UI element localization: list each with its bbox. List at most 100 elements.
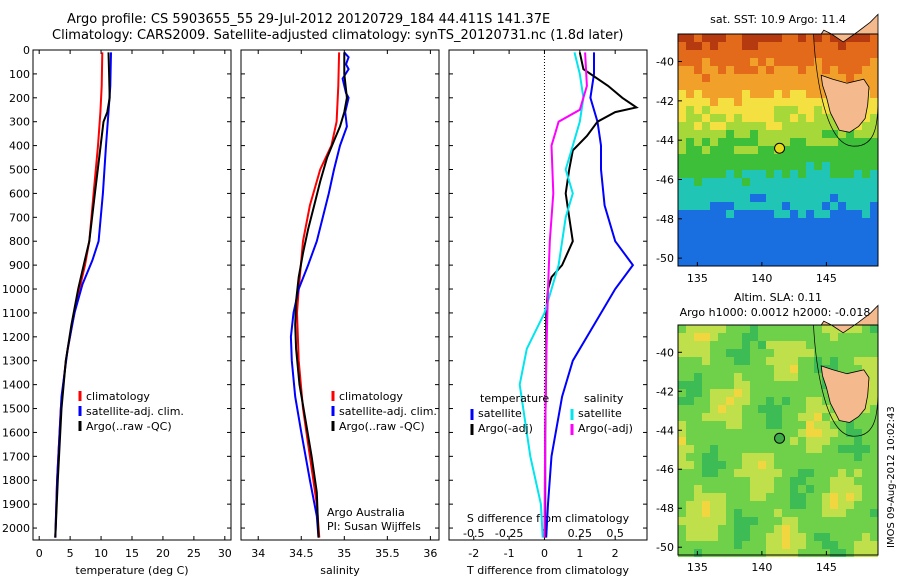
map-cell xyxy=(734,218,742,226)
map-cell xyxy=(790,405,798,413)
map-cell xyxy=(830,162,838,170)
map-cell xyxy=(806,405,814,413)
argo-position-marker xyxy=(774,432,786,444)
x-tick-label-salinity: 35 xyxy=(337,547,351,560)
map-cell xyxy=(766,333,774,341)
map-cell xyxy=(790,122,798,130)
map-cell xyxy=(782,549,790,557)
map-cell xyxy=(702,42,710,50)
map-cell xyxy=(806,541,814,549)
map-cell xyxy=(790,258,798,266)
map-cell xyxy=(806,258,814,266)
map-cell xyxy=(838,341,846,349)
map-cell xyxy=(838,202,846,210)
map-cell xyxy=(702,325,710,333)
map-cell xyxy=(790,146,798,154)
map-cell xyxy=(798,421,806,429)
map-cell xyxy=(846,146,854,154)
map-cell xyxy=(790,234,798,242)
map-cell xyxy=(686,242,694,250)
map-cell xyxy=(758,90,766,98)
map-cell xyxy=(862,122,870,130)
map-cell xyxy=(726,50,734,58)
map-cell xyxy=(830,341,838,349)
map-cell xyxy=(734,365,742,373)
map-cell xyxy=(750,429,758,437)
map-cell xyxy=(726,453,734,461)
map-cell xyxy=(846,210,854,218)
map-cell xyxy=(798,42,806,50)
map-cell xyxy=(854,50,862,58)
map-cell xyxy=(782,429,790,437)
map-cell xyxy=(766,250,774,258)
map-cell xyxy=(742,226,750,234)
map-x-tick-label: 135 xyxy=(687,272,708,285)
map-cell xyxy=(830,138,838,146)
map-cell xyxy=(822,333,830,341)
map-cell xyxy=(790,413,798,421)
map-cell xyxy=(710,541,718,549)
map-cell xyxy=(678,242,686,250)
map-cell xyxy=(734,389,742,397)
map-cell xyxy=(694,90,702,98)
map-cell xyxy=(806,477,814,485)
map-cell xyxy=(838,178,846,186)
map-cell xyxy=(686,389,694,397)
map-cell xyxy=(862,517,870,525)
map-cell xyxy=(774,106,782,114)
map-cell xyxy=(838,437,846,445)
map-cell xyxy=(822,437,830,445)
map-cell xyxy=(718,242,726,250)
map-cell xyxy=(822,58,830,66)
map-cell xyxy=(822,162,830,170)
map-cell xyxy=(694,461,702,469)
map-cell xyxy=(734,477,742,485)
map-cell xyxy=(790,389,798,397)
map-cell xyxy=(846,58,854,66)
map-cell xyxy=(846,461,854,469)
x-tick-label-difference: 2 xyxy=(612,547,619,560)
map-cell xyxy=(742,357,750,365)
map-cell xyxy=(678,74,686,82)
map-cell xyxy=(806,349,814,357)
map-cell xyxy=(782,98,790,106)
map-cell xyxy=(678,186,686,194)
map-cell xyxy=(830,461,838,469)
map-cell xyxy=(822,413,830,421)
map-cell xyxy=(798,58,806,66)
map-cell xyxy=(694,357,702,365)
map-cell xyxy=(870,477,878,485)
map-cell xyxy=(830,413,838,421)
legend-entry: climatology xyxy=(86,390,150,403)
map-cell xyxy=(774,333,782,341)
map-cell xyxy=(710,258,718,266)
map-cell xyxy=(838,421,846,429)
map-cell xyxy=(774,194,782,202)
map-cell xyxy=(870,509,878,517)
map-cell xyxy=(870,533,878,541)
map-cell xyxy=(718,501,726,509)
map-cell xyxy=(822,421,830,429)
map-cell xyxy=(838,541,846,549)
map-cell xyxy=(742,397,750,405)
map-cell xyxy=(742,333,750,341)
map-cell xyxy=(710,501,718,509)
map-cell xyxy=(782,389,790,397)
map-cell xyxy=(686,517,694,525)
map-cell xyxy=(734,493,742,501)
map-cell xyxy=(838,469,846,477)
map-cell xyxy=(758,114,766,122)
map-cell xyxy=(710,122,718,130)
map-cell xyxy=(702,162,710,170)
map-cell xyxy=(766,98,774,106)
map-cell xyxy=(766,50,774,58)
map-cell xyxy=(710,234,718,242)
map-cell xyxy=(806,122,814,130)
map-cell xyxy=(790,493,798,501)
series-line-satellite-adj-clim- xyxy=(54,52,112,538)
map-cell xyxy=(830,170,838,178)
map-cell xyxy=(782,122,790,130)
map-cell xyxy=(686,341,694,349)
map-cell xyxy=(814,477,822,485)
map-cell xyxy=(734,170,742,178)
